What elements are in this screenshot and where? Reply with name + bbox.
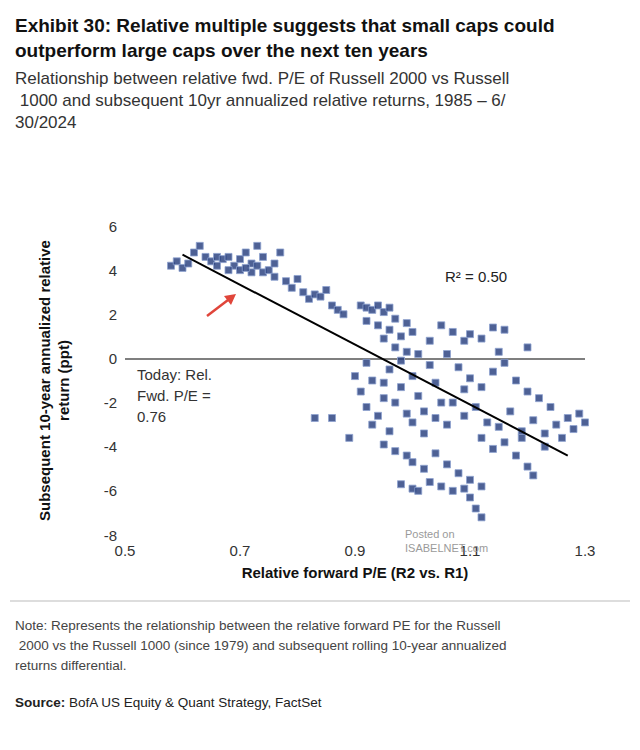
- svg-text:return (ppt): return (ppt): [55, 340, 72, 421]
- svg-text:Today: Rel.: Today: Rel.: [137, 366, 212, 383]
- svg-text:-6: -6: [104, 482, 117, 499]
- svg-text:Subsequent 10-year annualized: Subsequent 10-year annualized relative: [36, 240, 53, 521]
- svg-text:0.5: 0.5: [115, 542, 136, 559]
- svg-text:outperform large caps over the: outperform large caps over the next ten …: [15, 40, 428, 61]
- svg-text:2: 2: [109, 306, 117, 323]
- svg-text:-4: -4: [104, 438, 117, 455]
- svg-text:-2: -2: [104, 394, 117, 411]
- svg-text:BofA US Equity & Quant Strateg: BofA US Equity & Quant Strategy, FactSet: [65, 695, 322, 710]
- svg-text:Source:: Source:: [15, 695, 65, 710]
- svg-text:-8: -8: [104, 527, 117, 544]
- svg-text:ISABELNET.com: ISABELNET.com: [405, 542, 488, 554]
- svg-text:R² = 0.50: R² = 0.50: [445, 268, 507, 285]
- svg-text:30/2024: 30/2024: [15, 113, 76, 132]
- svg-text:Posted on: Posted on: [405, 528, 455, 540]
- svg-text:1.3: 1.3: [575, 542, 596, 559]
- svg-text:0.9: 0.9: [345, 542, 366, 559]
- svg-text:6: 6: [109, 218, 117, 235]
- svg-text:Relative forward P/E (R2 vs. R: Relative forward P/E (R2 vs. R1): [242, 564, 469, 581]
- svg-text:Exhibit 30: Relative multiple: Exhibit 30: Relative multiple suggests t…: [15, 15, 560, 36]
- svg-text:0.7: 0.7: [230, 542, 251, 559]
- svg-text:0: 0: [109, 350, 117, 367]
- svg-text:4: 4: [109, 262, 117, 279]
- svg-text:Relationship between relative: Relationship between relative fwd. P/E o…: [15, 69, 509, 88]
- svg-text:2000 vs the Russell 1000 (sinc: 2000 vs the Russell 1000 (since 1979) an…: [15, 638, 510, 653]
- svg-text:0.76: 0.76: [137, 408, 166, 425]
- svg-text:Fwd. P/E =: Fwd. P/E =: [137, 387, 211, 404]
- svg-text:returns differential.: returns differential.: [15, 658, 127, 673]
- svg-text:Note: Represents the relations: Note: Represents the relationship betwee…: [15, 618, 501, 633]
- svg-text:1000 and subsequent 10yr annua: 1000 and subsequent 10yr annualized rela…: [15, 91, 506, 110]
